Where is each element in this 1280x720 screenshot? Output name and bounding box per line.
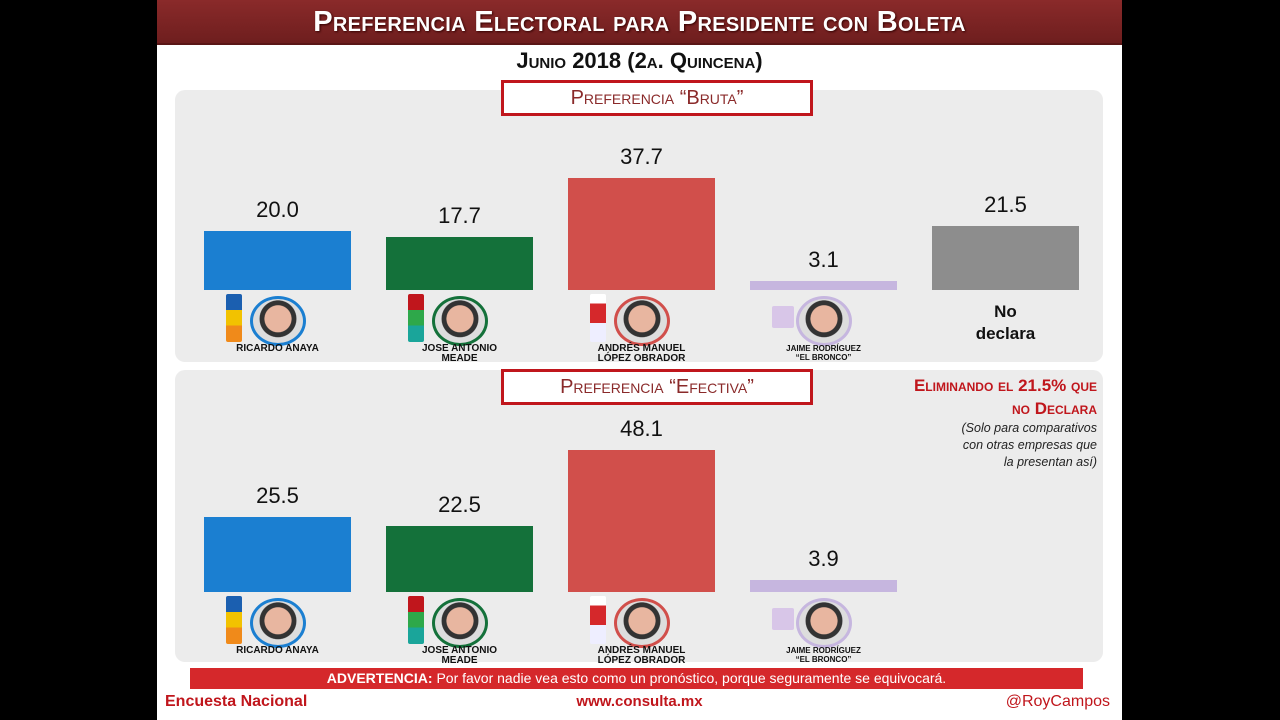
candidate-meade: JOSE ANTONIO MEADE [386, 594, 533, 666]
warning-text: Por favor nadie vea esto como un pronóst… [432, 670, 947, 686]
footer-twitter-handle[interactable]: @RoyCampos [1005, 693, 1110, 710]
candidate-bronco: JAIME RODRÍGUEZ “EL BRONCO” [750, 594, 897, 664]
note-heading-2: no Declara [1012, 399, 1097, 418]
candidate-name-line-1: JAIME RODRÍGUEZ [786, 646, 861, 655]
party-logo-icon [590, 294, 606, 342]
value-label: 3.9 [808, 546, 839, 572]
candidate-name-line-1: ANDRÉS MANUEL [597, 645, 686, 656]
bar-bronco [750, 580, 897, 592]
note-sub-2: con otras empresas que [962, 438, 1097, 452]
bar-no_declara [932, 226, 1079, 290]
no-declara-line-1: No [994, 302, 1017, 321]
candidate-name-line-1: RICARDO ANAYA [236, 343, 319, 354]
candidate-name-line-2: “EL BRONCO” [795, 353, 852, 362]
slide-subtitle: Junio 2018 (2a. Quincena) [516, 48, 763, 73]
candidate-name: JOSE ANTONIO MEADE [386, 646, 533, 666]
slide-title: Preferencia Electoral para Presidente co… [157, 0, 1122, 45]
note-sub-1: (Solo para comparativos [961, 421, 1097, 435]
chart-panel-efectiva: Preferencia “Efectiva” Eliminando el 21.… [175, 369, 1103, 666]
candidate-amlo: ANDRÉS MANUEL LÓPEZ OBRADOR [568, 292, 715, 364]
value-label: 22.5 [438, 491, 481, 517]
party-logo-icon [226, 596, 242, 644]
no-declara-label: No declara [932, 301, 1079, 345]
candidate-name-line-1: JOSE ANTONIO [421, 343, 497, 354]
candidate-name-line-2: LÓPEZ OBRADOR [597, 655, 686, 666]
value-label: 21.5 [984, 192, 1027, 218]
candidate-name: RICARDO ANAYA [204, 646, 351, 656]
candidate-photo [796, 598, 852, 648]
candidate-photo [432, 598, 488, 648]
candidate-amlo: ANDRÉS MANUEL LÓPEZ OBRADOR [568, 594, 715, 666]
bar-amlo [568, 178, 715, 290]
value-label: 17.7 [438, 203, 481, 229]
party-logo-icon [226, 294, 242, 342]
warning-banner: ADVERTENCIA: Por favor nadie vea esto co… [190, 668, 1083, 689]
chart-title-bruta: Preferencia “Bruta” [501, 80, 813, 116]
candidate-photo [796, 296, 852, 346]
value-label: 37.7 [620, 144, 663, 170]
chart-title-efectiva: Preferencia “Efectiva” [501, 369, 813, 405]
candidate-name-line-1: RICARDO ANAYA [236, 645, 319, 656]
candidate-photo [614, 296, 670, 346]
no-declara-line-2: declara [975, 324, 1036, 343]
candidate-name-line-2: LÓPEZ OBRADOR [597, 353, 686, 364]
candidate-anaya: RICARDO ANAYA [204, 594, 351, 664]
bar-amlo [568, 450, 715, 592]
candidate-anaya: RICARDO ANAYA [204, 292, 351, 362]
candidate-name: JOSE ANTONIO MEADE [386, 344, 533, 364]
party-logo-icon [772, 306, 794, 328]
bar-bronco [750, 280, 897, 290]
party-logo-icon [408, 294, 424, 342]
value-label: 20.0 [256, 196, 299, 222]
candidate-name: ANDRÉS MANUEL LÓPEZ OBRADOR [568, 646, 715, 666]
candidate-meade: JOSE ANTONIO MEADE [386, 292, 533, 364]
candidate-name-line-1: ANDRÉS MANUEL [597, 343, 686, 354]
candidate-bronco: JAIME RODRÍGUEZ “EL BRONCO” [750, 292, 897, 362]
bar-anaya [204, 230, 351, 290]
value-label: 3.1 [808, 246, 839, 272]
value-label: 25.5 [256, 482, 299, 508]
bar-meade [386, 525, 533, 592]
warning-label: ADVERTENCIA: [326, 670, 433, 686]
candidate-photo [614, 598, 670, 648]
party-logo-icon [590, 596, 606, 644]
candidate-name-line-2: MEADE [441, 353, 478, 364]
bar-meade [386, 237, 533, 290]
bar-anaya [204, 516, 351, 592]
candidate-photo [250, 296, 306, 346]
party-logo-icon [408, 596, 424, 644]
candidate-name: ANDRÉS MANUEL LÓPEZ OBRADOR [568, 344, 715, 364]
candidate-name-line-2: “EL BRONCO” [795, 655, 852, 664]
note-heading-1: Eliminando el 21.5% que [913, 376, 1097, 395]
candidate-photo [432, 296, 488, 346]
note-sub-3: la presentan así) [1003, 455, 1097, 469]
candidate-name: JAIME RODRÍGUEZ “EL BRONCO” [750, 646, 897, 664]
slide: Preferencia Electoral para Presidente co… [157, 0, 1122, 720]
note: Eliminando el 21.5% que no Declara (Solo… [837, 374, 1097, 471]
candidate-name: RICARDO ANAYA [204, 344, 351, 354]
chart-panel-bruta: Preferencia “Bruta” 20.0 RICARDO ANAYA 17.… [175, 80, 1103, 364]
value-label: 48.1 [620, 416, 663, 442]
candidate-name-line-1: JAIME RODRÍGUEZ [786, 344, 861, 353]
candidate-name: JAIME RODRÍGUEZ “EL BRONCO” [750, 344, 897, 362]
candidate-photo [250, 598, 306, 648]
party-logo-icon [772, 608, 794, 630]
footer-website-link[interactable]: www.consulta.mx [576, 693, 703, 710]
candidate-name-line-1: JOSE ANTONIO [421, 645, 497, 656]
footer-survey-name: Encuesta Nacional [165, 693, 308, 710]
candidate-name-line-2: MEADE [441, 655, 478, 666]
